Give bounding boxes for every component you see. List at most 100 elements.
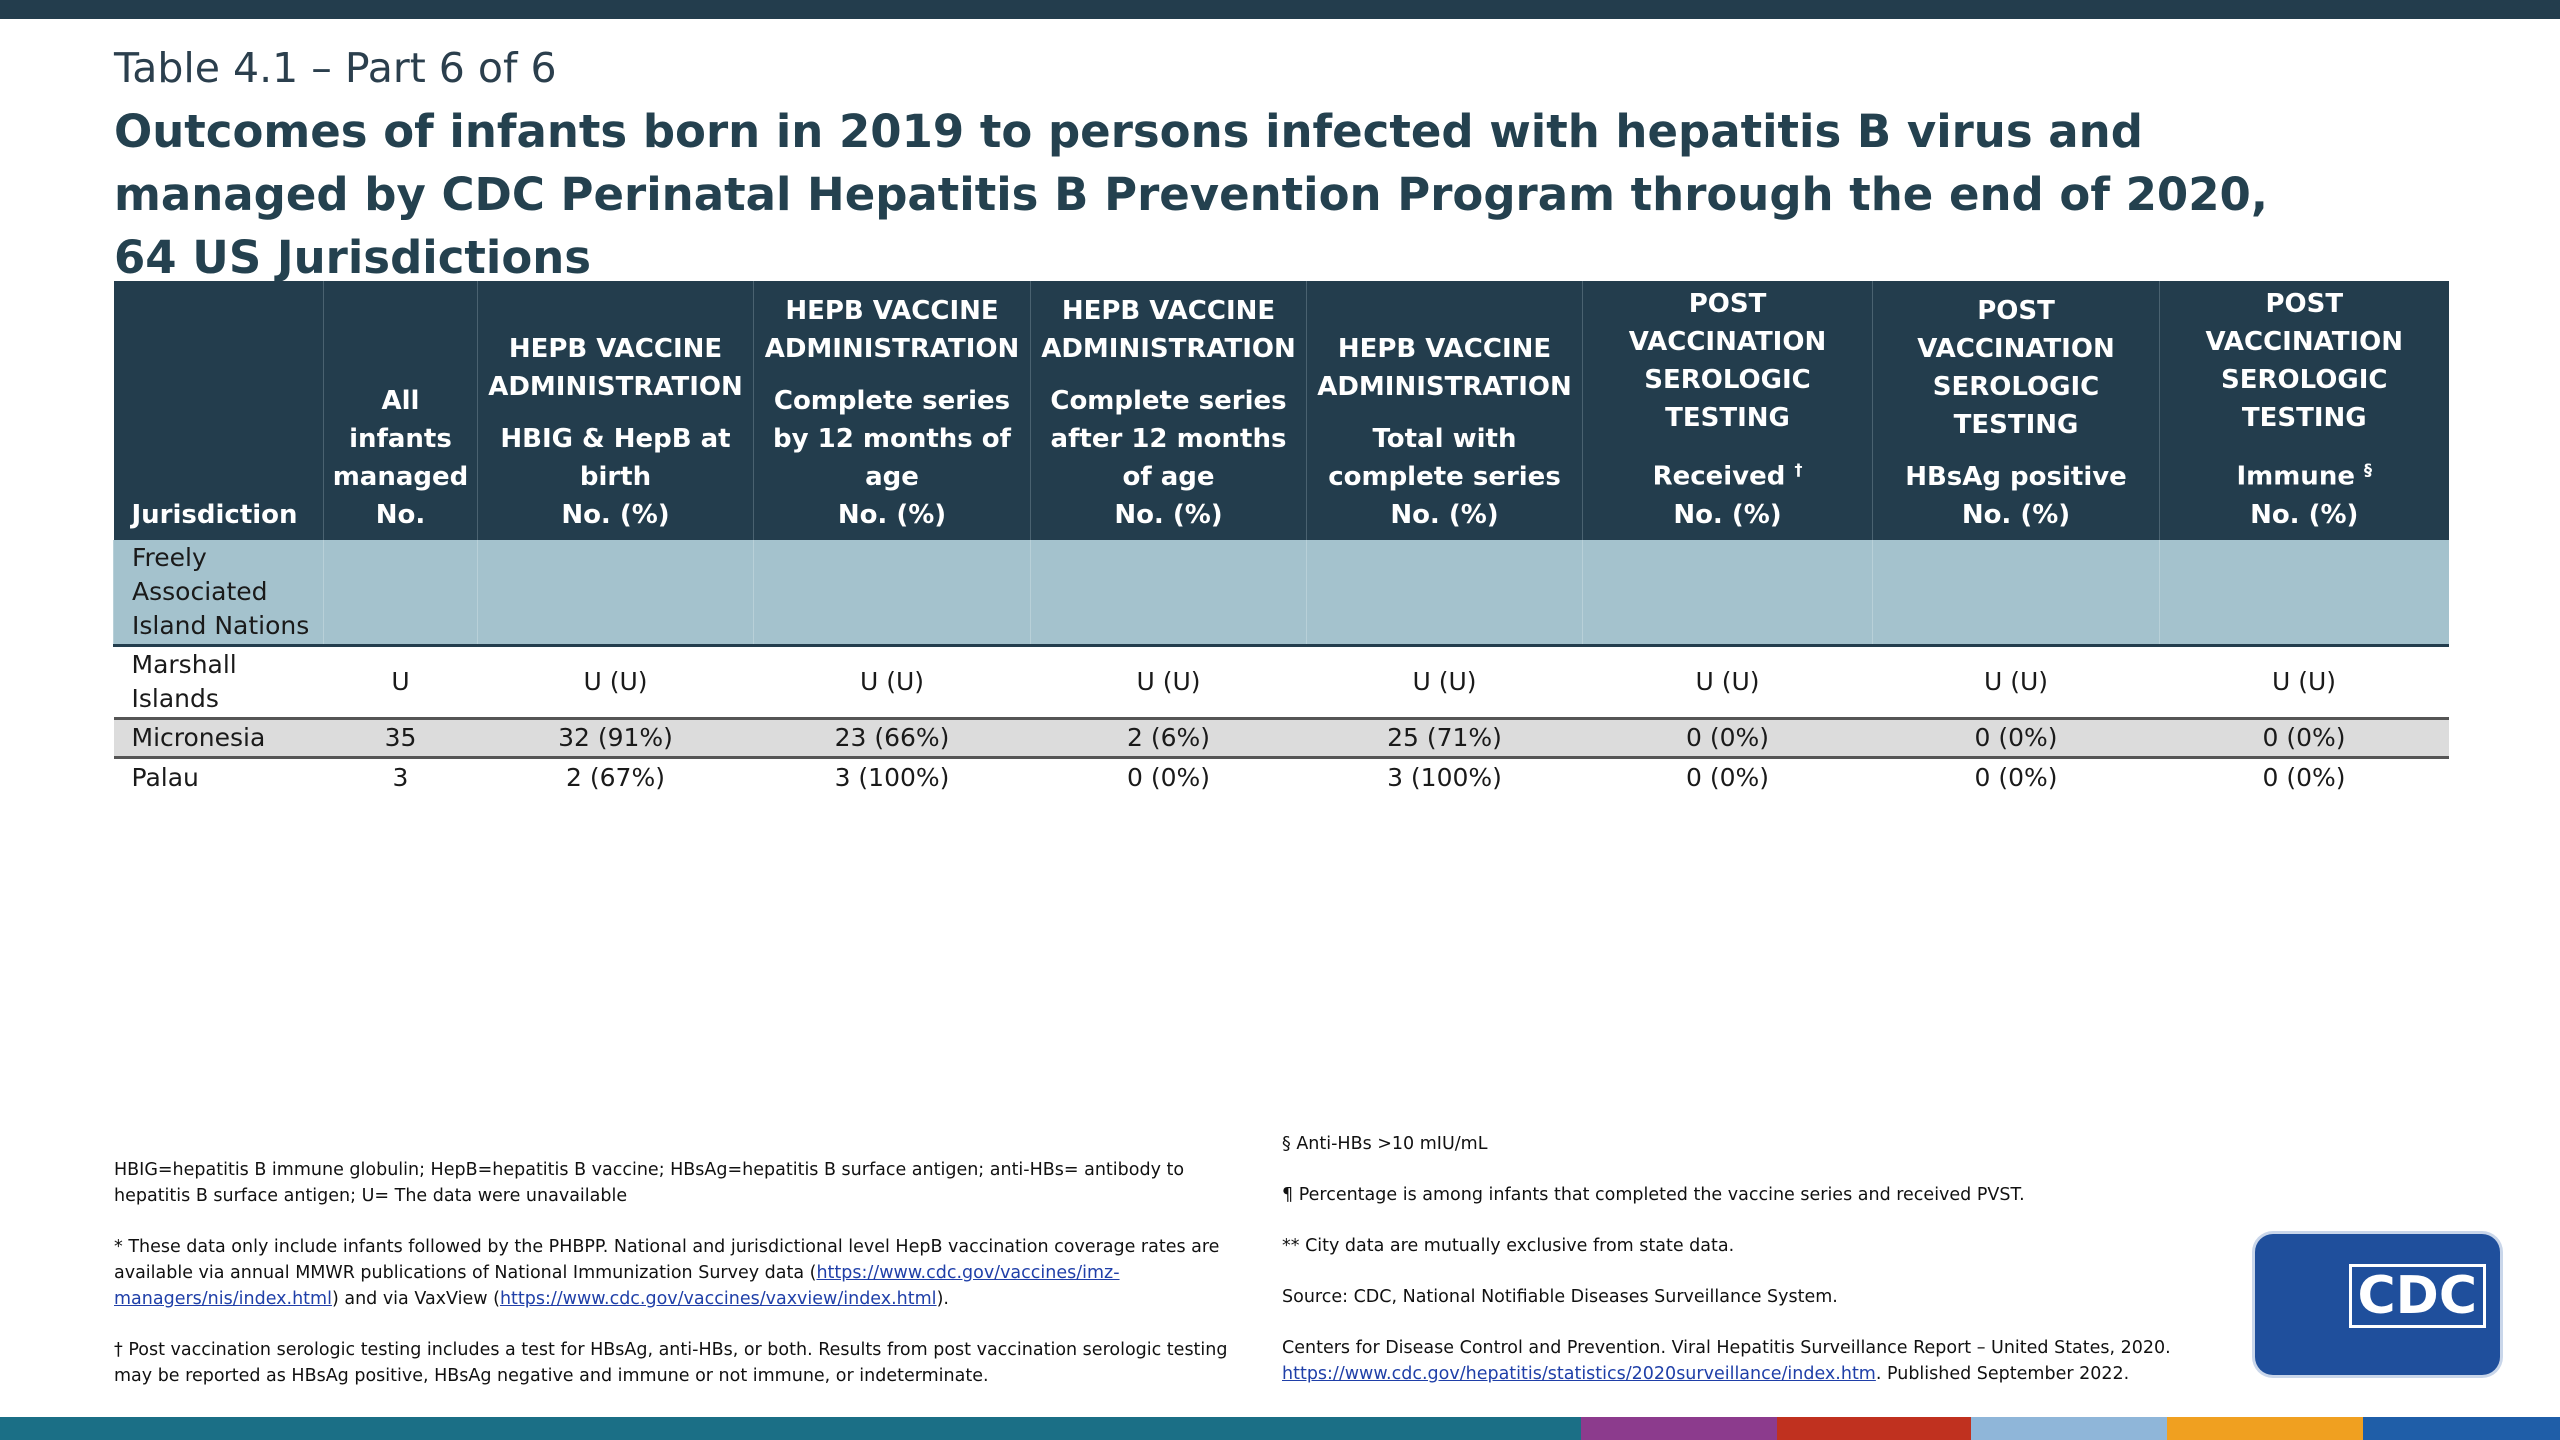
- stripe: [1777, 1417, 1971, 1440]
- cell: U (U): [1030, 645, 1307, 720]
- empty-cell: [1872, 540, 2160, 647]
- footnote: HBIG=hepatitis B immune globulin; HepB=h…: [114, 1157, 1254, 1209]
- cell: 32 (91%): [477, 718, 754, 759]
- column-unit: No. (%): [1961, 500, 2071, 530]
- column-label: Jurisdiction: [132, 496, 320, 534]
- column-header: POST VACCINATION SEROLOGIC TESTING HBsAg …: [1872, 281, 2160, 540]
- top-bar: [0, 0, 2560, 19]
- column-header: HEPB VACCINE ADMINISTRATION HBIG & HepB a…: [477, 281, 754, 540]
- footnote: § Anti-HBs >10 mIU/mL: [1282, 1131, 2242, 1157]
- column-group: HEPB VACCINE ADMINISTRATION: [488, 334, 743, 402]
- footnote-text: Centers for Disease Control and Preventi…: [1282, 1338, 2171, 1358]
- section-label: Freely Associated Island Nations: [113, 540, 324, 647]
- table-label: Table 4.1 – Part 6 of 6: [114, 44, 557, 92]
- column-unit: No. (%): [561, 500, 670, 530]
- empty-cell: [323, 540, 478, 647]
- footnote-text: § Anti-HBs >10 mIU/mL: [1282, 1134, 1488, 1154]
- cell: Micronesia: [113, 718, 324, 759]
- data-table: Jurisdiction All infants managed No. HEPB V…: [113, 281, 2449, 797]
- column-unit: No.: [375, 500, 426, 530]
- logo-text: CDC: [2348, 1264, 2486, 1328]
- footnote-text: † Post vaccination serologic testing inc…: [114, 1340, 1228, 1386]
- table-row: Micronesia 35 32 (91%) 23 (66%) 2 (6%) 25 (71…: [113, 718, 2449, 759]
- column-label: Complete series by 12 months of age: [758, 382, 1026, 496]
- cell: 0 (0%): [2262, 763, 2346, 792]
- footnote: Centers for Disease Control and Preventi…: [1282, 1335, 2242, 1387]
- column-group: HEPB VACCINE ADMINISTRATION: [764, 296, 1020, 364]
- column-group: POST VACCINATION SEROLOGIC TESTING: [1917, 296, 2115, 440]
- cell: 35: [323, 718, 478, 759]
- empty-cell: [1030, 540, 1307, 647]
- footnote-link[interactable]: https://www.cdc.gov/vaccines/imz-manager…: [114, 1263, 1120, 1309]
- column-header: HEPB VACCINE ADMINISTRATION Total with co…: [1306, 281, 1583, 540]
- footnote-text: ).: [936, 1289, 949, 1309]
- column-header: POST VACCINATION SEROLOGIC TESTING Receiv…: [1582, 281, 1873, 540]
- label-text: HBsAg positive: [1905, 462, 2127, 492]
- stripe: [2363, 1417, 2560, 1440]
- stripe: [1971, 1417, 2167, 1440]
- footnote-text: . Published September 2022.: [1875, 1364, 2130, 1384]
- footnotes-left: HBIG=hepatitis B immune globulin; HepB=h…: [114, 1157, 1254, 1414]
- column-group: POST VACCINATION SEROLOGIC TESTING: [1628, 289, 1827, 434]
- column-header: HEPB VACCINE ADMINISTRATION Complete seri…: [1030, 281, 1307, 540]
- stripe: [0, 1417, 1581, 1440]
- cell: Palau: [131, 763, 199, 792]
- cell: U (U): [1872, 645, 2160, 720]
- empty-cell: [2159, 540, 2449, 647]
- cell: 0 (0%): [2159, 718, 2449, 759]
- cell: 0 (0%): [1582, 718, 1873, 759]
- footnote-text: * These data only include infants follow…: [114, 1237, 1220, 1283]
- footnote-link[interactable]: https://www.cdc.gov/hepatitis/statistics…: [1282, 1364, 1876, 1384]
- footnote-text: Source: CDC, National Notifiable Disease…: [1282, 1287, 1838, 1307]
- cell: 0 (0%): [1126, 763, 1211, 792]
- cell: 23 (66%): [753, 718, 1031, 759]
- label-text: Jurisdiction: [131, 500, 298, 530]
- stripe: [1581, 1417, 1777, 1440]
- column-label: HBIG & HepB at birth: [482, 420, 749, 496]
- label-text: HBIG & HepB at birth: [500, 424, 731, 492]
- footnote-link[interactable]: https://www.cdc.gov/vaccines/vaxview/ind…: [499, 1289, 937, 1309]
- empty-cell: [477, 540, 754, 647]
- cell: U: [323, 645, 478, 720]
- empty-cell: [1582, 540, 1873, 647]
- label-text: Complete series by 12 months of age: [773, 386, 1011, 492]
- column-label: Complete series after 12 months of age: [1035, 382, 1302, 496]
- footnote-text: ) and via VaxView (: [331, 1289, 500, 1309]
- cell: 0 (0%): [1974, 763, 2058, 792]
- column-label: Received †: [1587, 451, 1868, 496]
- stripe: [2167, 1417, 2363, 1440]
- column-label: All infants managed: [328, 382, 473, 496]
- cdc-logo: CDC: [2255, 1234, 2500, 1375]
- cell: 3 (100%): [834, 763, 950, 792]
- table-row: Marshall Islands U U (U) U (U) U (U) U (U) U (…: [113, 645, 2449, 720]
- cell: U (U): [2159, 645, 2449, 720]
- section-row: Freely Associated Island Nations: [113, 540, 2449, 647]
- footnote-text: ** City data are mutually exclusive from…: [1282, 1236, 1735, 1256]
- label-text: Total with complete series: [1328, 424, 1561, 492]
- label-text: Received: [1652, 462, 1786, 492]
- cell: 3 (100%): [1387, 763, 1502, 792]
- column-label: Immune §: [2164, 451, 2445, 496]
- footnote-text: HBIG=hepatitis B immune globulin; HepB=h…: [114, 1160, 1185, 1206]
- footnote: † Post vaccination serologic testing inc…: [114, 1337, 1254, 1389]
- column-group: HEPB VACCINE ADMINISTRATION: [1317, 334, 1572, 402]
- column-group: HEPB VACCINE ADMINISTRATION: [1041, 296, 1296, 364]
- column-group: POST VACCINATION SEROLOGIC TESTING: [2205, 289, 2403, 434]
- cell: U (U): [753, 645, 1031, 720]
- cell: U (U): [1582, 645, 1873, 720]
- empty-cell: [753, 540, 1031, 647]
- footnote-mark: §: [2364, 460, 2373, 480]
- cell: 3: [392, 763, 409, 792]
- cell: 2 (6%): [1030, 718, 1307, 759]
- table-row: Palau 3 2 (67%) 3 (100%) 0 (0%) 3 (100%) 0 (0%…: [114, 758, 2449, 798]
- column-label: HBsAg positive: [1877, 458, 2155, 496]
- footnote: ** City data are mutually exclusive from…: [1282, 1233, 2242, 1259]
- column-header: All infants managed No.: [323, 281, 478, 540]
- cell: Marshall Islands: [113, 645, 324, 720]
- footnote-mark: †: [1794, 460, 1803, 480]
- column-unit: No. (%): [1114, 500, 1223, 530]
- cell: 0 (0%): [1872, 718, 2160, 759]
- cell: 2 (67%): [566, 763, 665, 792]
- label-text: Complete series after 12 months of age: [1050, 386, 1287, 492]
